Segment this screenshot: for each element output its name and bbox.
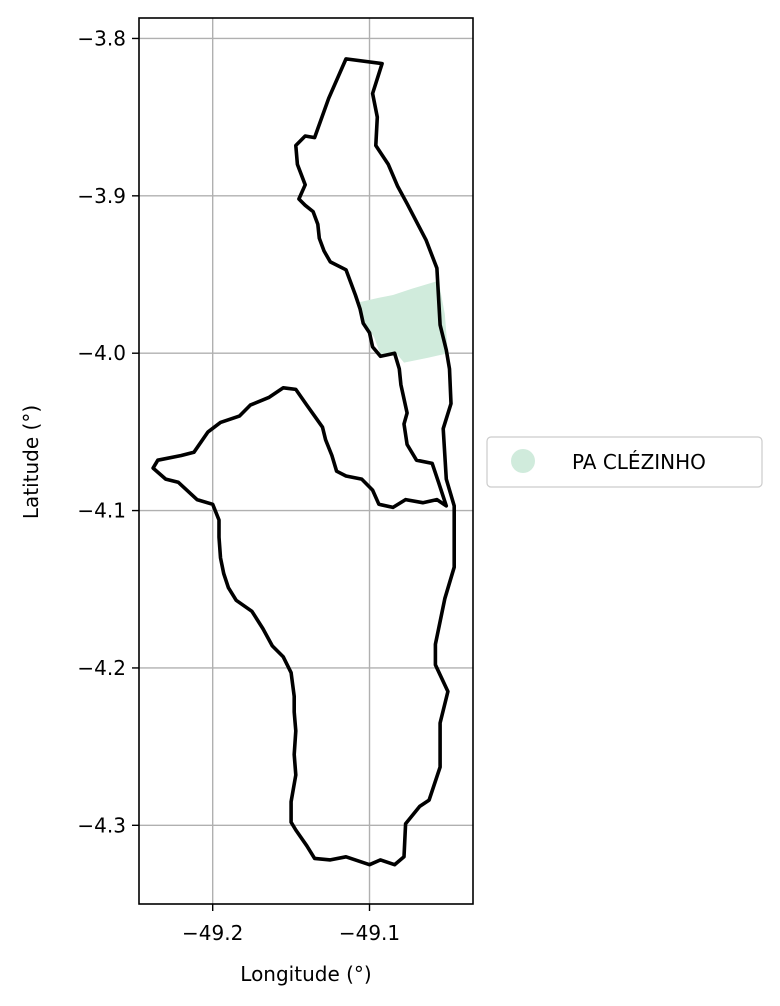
y-tick-label: −4.3: [77, 813, 126, 837]
legend: PA CLÉZINHO: [486, 436, 763, 488]
map-regions: [151, 57, 456, 867]
municipality-boundary: [151, 57, 456, 867]
x-tick-label: −49.2: [182, 921, 243, 945]
x-axis-label: Longitude (°): [240, 962, 371, 986]
y-tick-label: −3.9: [77, 184, 126, 208]
legend-label-pa-clezinho: PA CLÉZINHO: [572, 450, 706, 474]
y-tick-label: −4.0: [77, 341, 126, 365]
legend-box: [486, 436, 763, 488]
x-tick-label: −49.1: [339, 921, 400, 945]
axis-ticks: −49.2 −49.1 −3.8 −3.9 −4.0 −4.1 −4.2 −4.3: [77, 26, 400, 945]
plot-frame: [138, 17, 474, 905]
y-tick-label: −4.2: [77, 656, 126, 680]
y-tick-label: −4.1: [77, 499, 126, 523]
grid-lines: [139, 18, 473, 904]
y-tick-label: −3.8: [77, 26, 126, 50]
y-axis-label: Latitude (°): [19, 405, 43, 519]
legend-marker-pa-clezinho: [511, 449, 535, 473]
region-pa-clezinho: [357, 280, 448, 363]
